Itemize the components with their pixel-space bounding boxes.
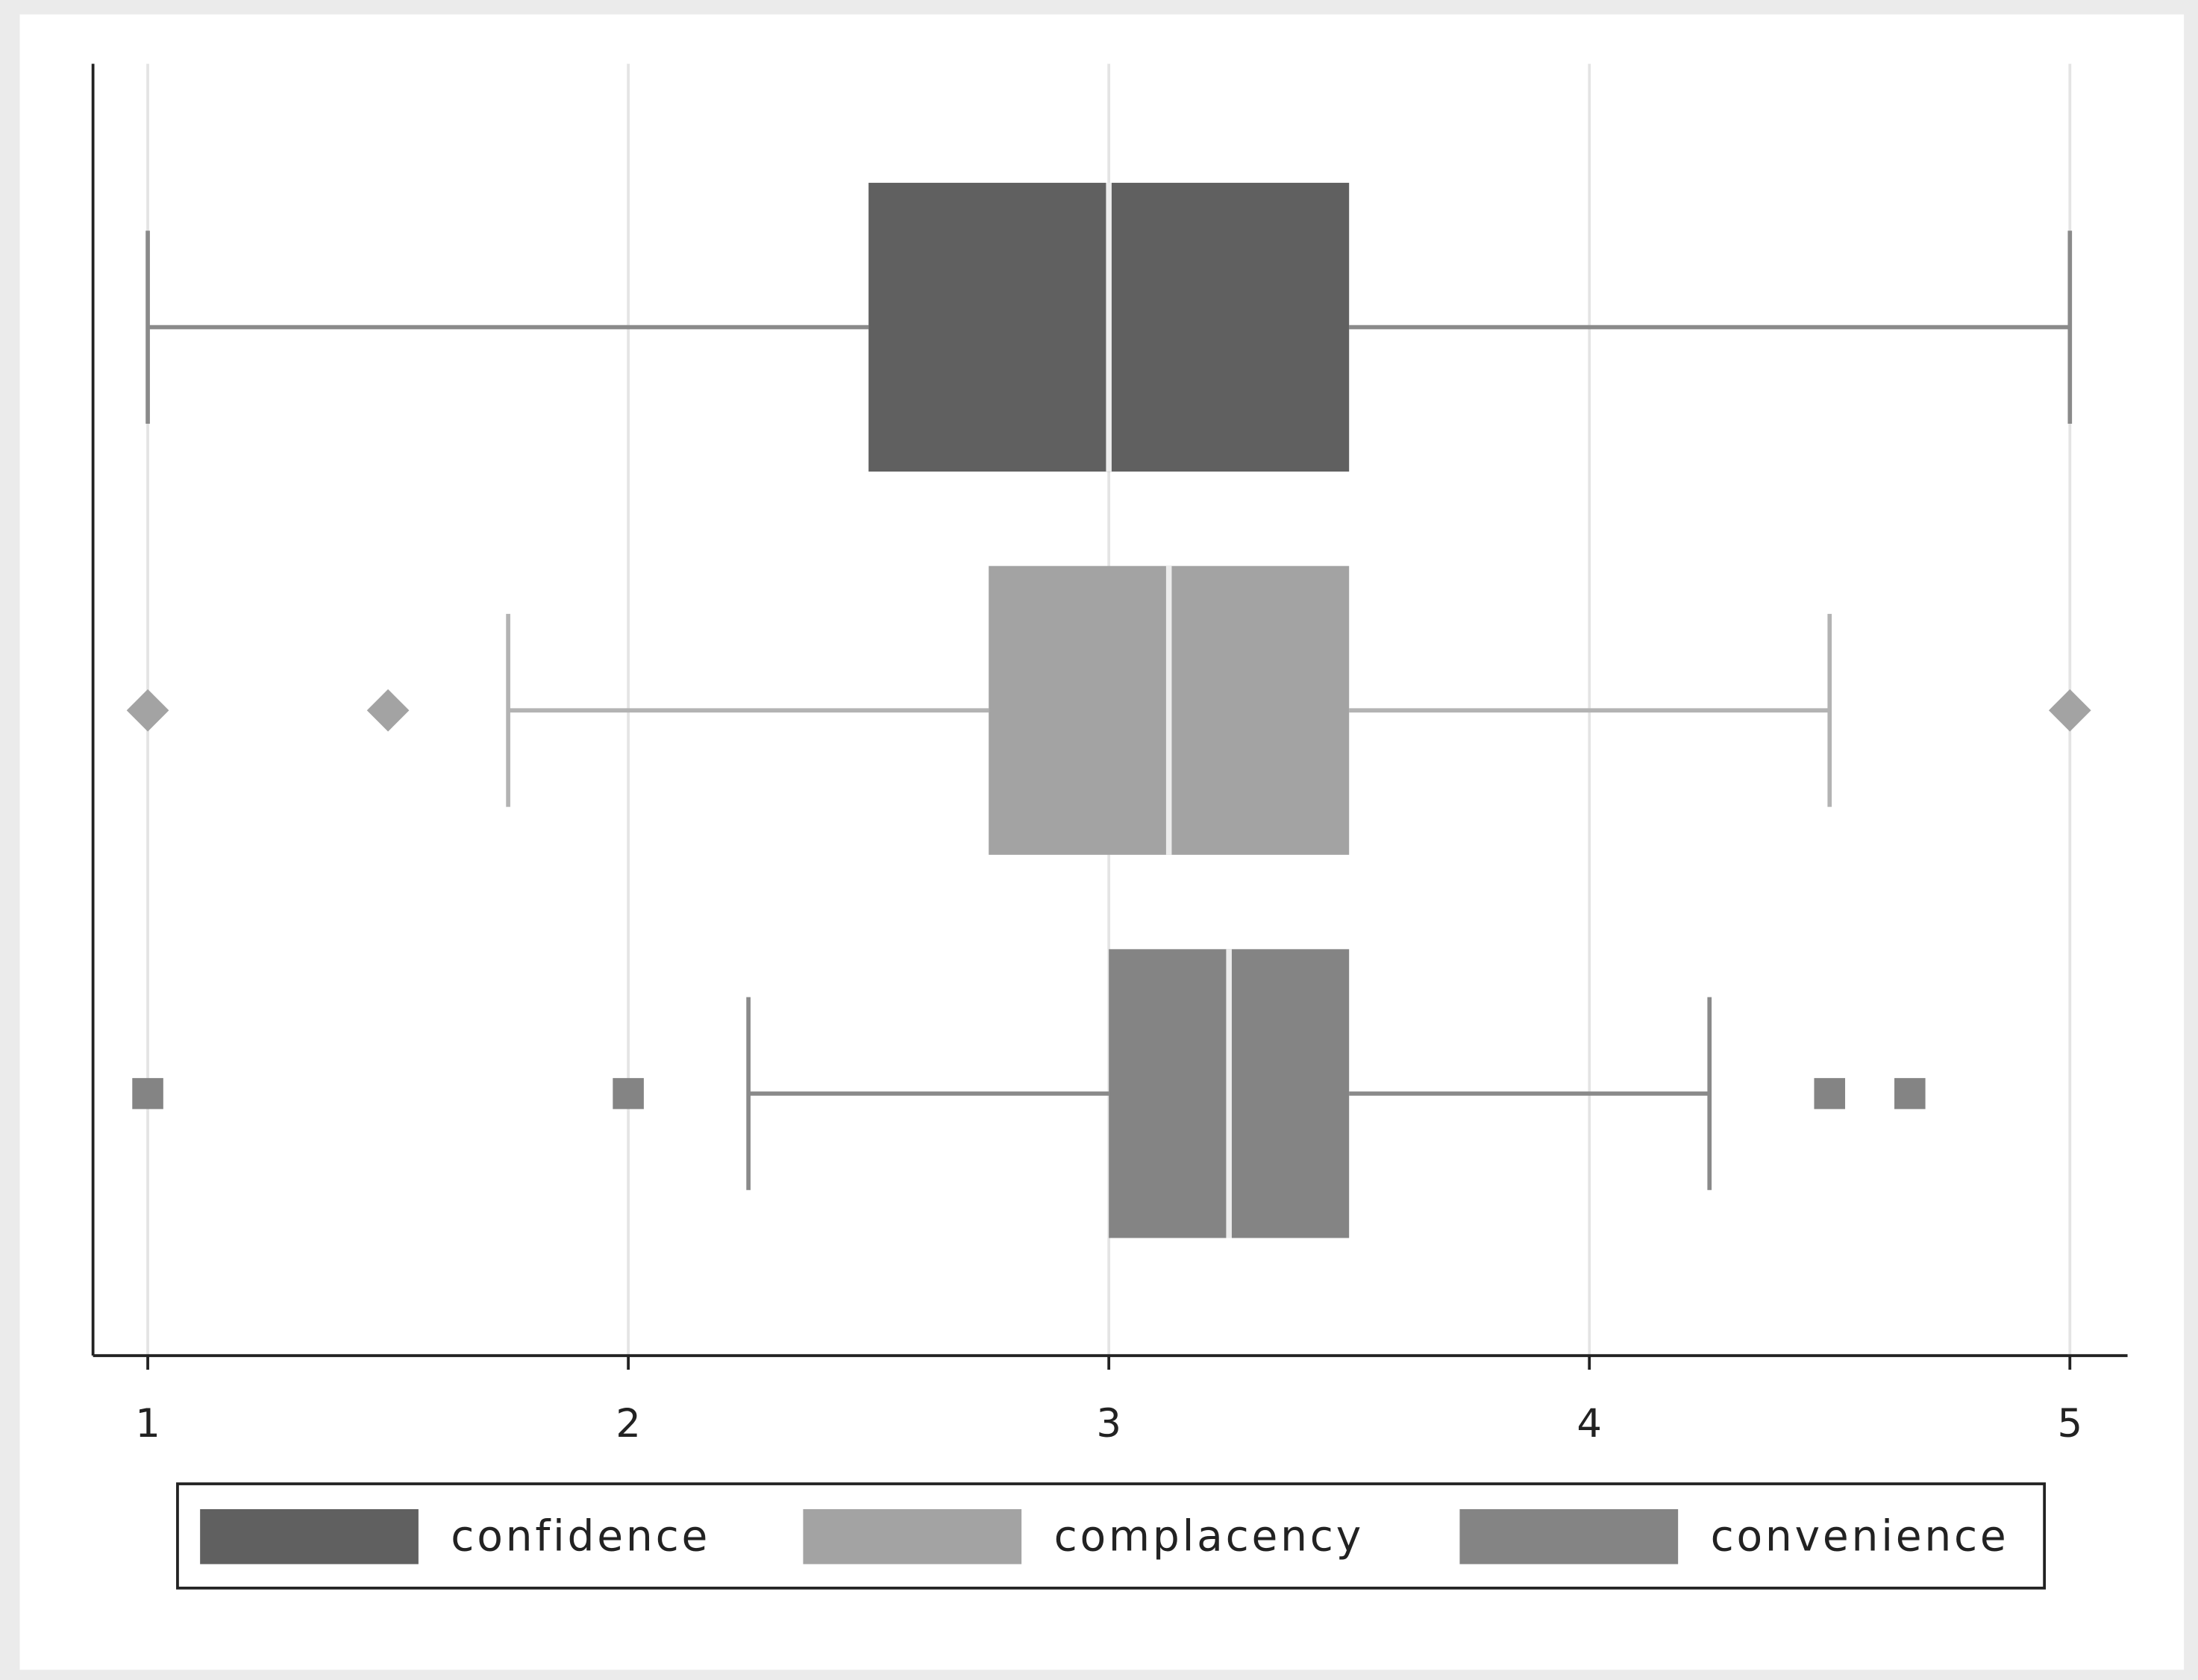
legend-label: confidence — [451, 1511, 710, 1561]
legend-swatch — [803, 1509, 1022, 1564]
legend-box — [176, 1482, 2047, 1590]
legend-label: convenience — [1711, 1511, 2009, 1561]
legend-label: complacency — [1054, 1511, 1364, 1561]
legend-swatch — [1459, 1509, 1679, 1564]
x-tick-label: 5 — [2057, 1401, 2082, 1447]
outlier — [132, 1078, 163, 1109]
outlier — [1814, 1078, 1846, 1109]
x-tick-label: 2 — [616, 1401, 641, 1447]
outlier — [1894, 1078, 1926, 1109]
x-tick-label: 4 — [1577, 1401, 1602, 1447]
outlier — [2048, 689, 2091, 732]
outlier — [613, 1078, 644, 1109]
x-tick-label: 1 — [135, 1401, 160, 1447]
x-tick-label: 3 — [1096, 1401, 1121, 1447]
legend-swatch — [200, 1509, 419, 1564]
